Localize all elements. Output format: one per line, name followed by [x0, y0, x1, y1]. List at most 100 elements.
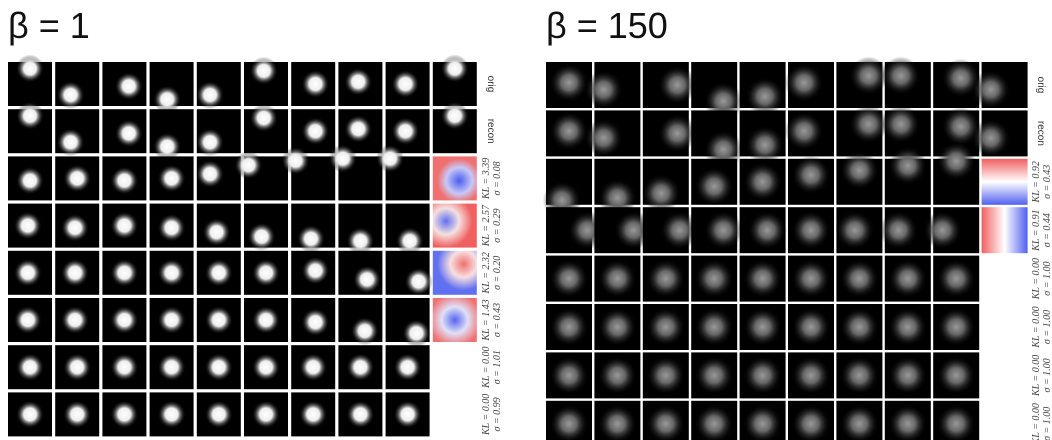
kl-label: KL = 0.00	[1031, 403, 1042, 440]
blob	[441, 102, 469, 130]
blob	[16, 55, 44, 83]
blob	[203, 218, 231, 246]
heatmap	[982, 159, 1028, 205]
blob	[110, 353, 138, 381]
blob	[196, 128, 224, 156]
row-label: recon	[485, 119, 496, 144]
blob	[695, 167, 734, 206]
blob	[792, 356, 831, 395]
blob	[792, 259, 831, 298]
blob	[63, 164, 91, 192]
blob	[391, 117, 419, 145]
blob	[888, 356, 927, 395]
blob	[115, 119, 143, 147]
blob	[879, 211, 918, 250]
blob	[695, 259, 734, 298]
blob	[584, 70, 623, 109]
blob	[646, 356, 685, 395]
blob	[598, 259, 637, 298]
kl-label: KL = 1.43	[481, 299, 492, 341]
blob	[57, 81, 85, 109]
kl-label: KL = 2.57	[481, 204, 492, 247]
blob	[329, 145, 357, 173]
blob	[301, 117, 329, 145]
blob	[61, 214, 89, 242]
sigma-label: σ = 1.01	[492, 350, 503, 384]
blob	[402, 319, 430, 347]
blob	[598, 308, 637, 347]
blob	[391, 70, 419, 98]
blob	[14, 212, 42, 240]
blob	[158, 259, 186, 287]
blob	[252, 400, 280, 428]
blob	[351, 317, 379, 345]
sigma-label: σ = 1.00	[1042, 407, 1052, 440]
blob	[550, 308, 589, 347]
blob	[695, 356, 734, 395]
blob	[110, 400, 138, 428]
heatmap	[433, 204, 477, 248]
kl-label: KL = 0.00	[1031, 258, 1042, 300]
panel-title: β = 1	[8, 5, 90, 46]
blob	[642, 174, 681, 213]
blob	[196, 160, 224, 188]
blob	[16, 167, 44, 195]
sigma-label: σ = 1.00	[1042, 262, 1052, 296]
blob	[252, 353, 280, 381]
blob	[882, 105, 921, 144]
kl-label: KL = 2.32	[481, 252, 492, 294]
blob	[792, 308, 831, 347]
blob	[299, 353, 327, 381]
blob	[888, 146, 927, 185]
blob	[301, 70, 329, 98]
kl-label: KL = 0.00	[481, 347, 492, 389]
blob	[110, 306, 138, 334]
blob	[196, 81, 224, 109]
blob	[110, 259, 138, 287]
blob	[785, 63, 824, 102]
blob	[550, 112, 589, 151]
blob	[550, 63, 589, 102]
heatmap	[433, 251, 477, 295]
blob	[282, 147, 310, 175]
blob	[441, 55, 469, 83]
blob	[115, 72, 143, 100]
blob	[205, 306, 233, 334]
blob	[584, 119, 623, 158]
blob	[250, 104, 278, 132]
blob	[394, 400, 422, 428]
blob	[16, 400, 44, 428]
blob	[937, 142, 976, 181]
heatmap	[433, 298, 477, 342]
blob	[743, 259, 782, 298]
kl-label: KL = 3.39	[481, 158, 492, 200]
blob	[110, 212, 138, 240]
blob	[252, 306, 280, 334]
blob	[840, 151, 879, 190]
blob	[937, 259, 976, 298]
row-label: orig	[485, 76, 496, 93]
blob	[840, 259, 879, 298]
blob	[16, 353, 44, 381]
sigma-label: σ = 1.00	[1042, 358, 1052, 392]
blob	[61, 259, 89, 287]
blob	[888, 308, 927, 347]
blob	[743, 162, 782, 201]
blob	[923, 211, 962, 250]
blob	[840, 356, 879, 395]
sigma-label: σ = 0.44	[1042, 213, 1052, 247]
blob	[792, 156, 831, 195]
heatmap	[433, 156, 477, 200]
blob	[297, 225, 325, 253]
blob	[299, 400, 327, 428]
blob	[252, 259, 280, 287]
blob	[346, 353, 374, 381]
blob	[971, 70, 1010, 109]
panel-title: β = 150	[546, 5, 668, 46]
blob	[14, 306, 42, 334]
blob	[344, 115, 372, 143]
blob	[353, 265, 381, 293]
blob	[346, 400, 374, 428]
sigma-label: σ = 0.29	[492, 209, 503, 243]
blob	[158, 400, 186, 428]
